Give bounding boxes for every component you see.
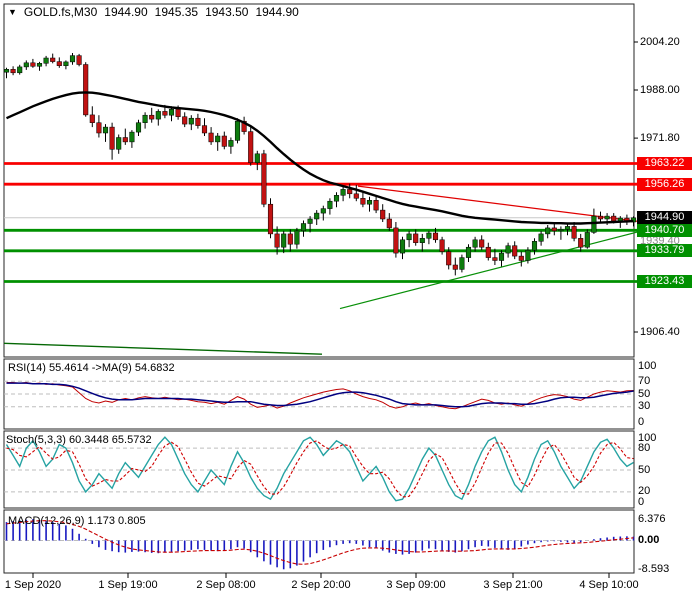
candlesticks	[3, 53, 637, 276]
price-level-label-1963.22: 1963.22	[637, 157, 692, 170]
macd-histogram	[5, 519, 635, 570]
stoch-axis-label: 100	[638, 432, 657, 444]
stoch-d-line	[6, 440, 634, 498]
macd-pane[interactable]	[3, 509, 635, 574]
time-axis-label: 4 Sep 10:00	[579, 579, 639, 591]
price-level-label-1923.43: 1923.43	[637, 275, 692, 288]
macd-indicator-label: MACD(12,26,9) 1.173 0.805	[8, 515, 146, 527]
macd-axis-label: 6.376	[638, 512, 666, 525]
symbol-period-title: GOLD.fs,M30	[23, 5, 98, 19]
price-level-label-1940.70: 1940.70	[637, 223, 692, 237]
price-level-label-1944.90: 1944.90	[637, 211, 692, 225]
rsi-axis-label: 50	[638, 387, 651, 400]
time-axis-label: 2 Sep 20:00	[291, 579, 351, 591]
rsi-line	[6, 381, 634, 410]
stoch-indicator-label: Stoch(5,3,3) 60.3448 65.5732	[6, 434, 152, 446]
chart-header: ▼ GOLD.fs,M30 1944.90 1945.35 1943.50 19…	[8, 5, 299, 19]
price-axis-label: 1971.80	[640, 131, 680, 144]
price-axis-label: 2004.20	[640, 35, 680, 48]
rsi-axis-label: 100	[638, 360, 657, 372]
rsi-axis-label: 30	[638, 400, 651, 413]
time-axis-label: 3 Sep 21:00	[483, 579, 543, 591]
ohlc-low: 1943.50	[205, 5, 249, 19]
price-axis-label: 1906.40	[640, 325, 680, 338]
stoch-axis-label: 0	[638, 496, 645, 508]
rsi-axis-label: 0	[638, 416, 645, 428]
rsi-indicator-label: RSI(14) 55.4614 ->MA(9) 54.6832	[8, 362, 175, 374]
stoch-axis-label: 80	[638, 441, 651, 454]
stoch-axis-label: 50	[638, 463, 651, 476]
time-axis-label: 2 Sep 08:00	[196, 579, 256, 591]
stoch-axis-label: 20	[638, 485, 651, 498]
ohlc-high: 1945.35	[154, 5, 199, 19]
macd-signal-line	[6, 520, 634, 565]
macd-axis-label: 0.00	[638, 534, 660, 546]
main-pane[interactable]	[3, 3, 635, 358]
time-axis-label: 1 Sep 19:00	[98, 579, 158, 591]
slow-ma-line[interactable]	[3, 342, 323, 355]
symbol-dropdown-icon[interactable]: ▼	[8, 7, 17, 17]
time-axis-label: 1 Sep 2020	[4, 579, 62, 591]
price-axis-label: 1988.00	[640, 83, 680, 96]
ohlc-close: 1944.90	[255, 5, 299, 19]
macd-axis-label: -8.593	[638, 562, 670, 575]
rsi-axis-label: 70	[638, 374, 651, 387]
ascending-trendline[interactable]	[339, 228, 651, 310]
ohlc-open: 1944.90	[104, 5, 148, 19]
price-level-label-1956.26: 1956.26	[637, 177, 692, 191]
moving-average-line[interactable]	[6, 91, 634, 225]
time-axis-label: 3 Sep 09:00	[386, 579, 446, 591]
price-level-label-1933.79: 1933.79	[637, 244, 692, 258]
price-axis-label-partially-hidden: 1939.40	[640, 234, 680, 247]
stoch-k-line	[5, 436, 634, 502]
rsi-ma-line	[6, 382, 634, 408]
